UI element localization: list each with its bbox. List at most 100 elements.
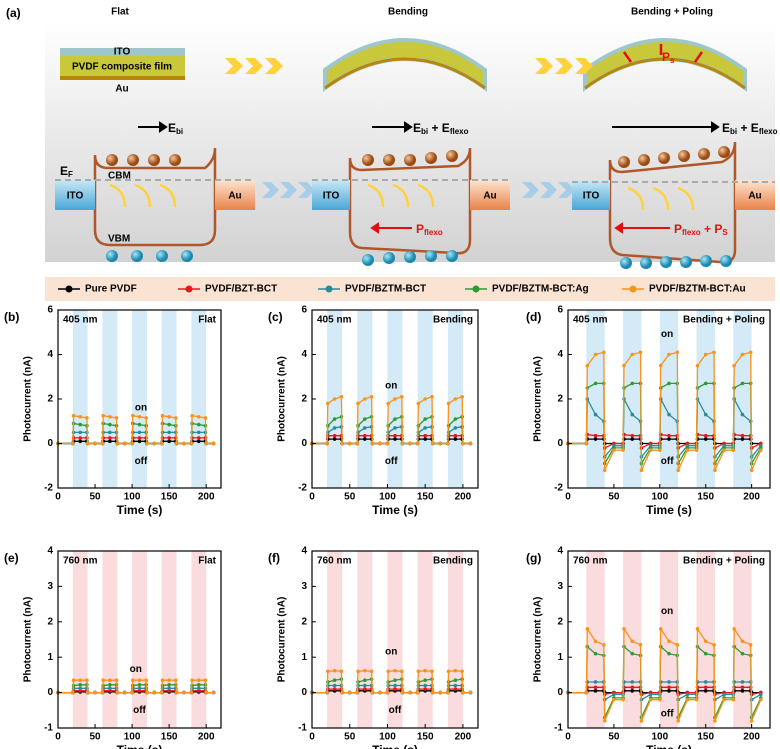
data-point xyxy=(748,643,753,647)
data-point xyxy=(638,350,643,355)
data-point xyxy=(446,441,450,446)
data-point xyxy=(667,433,671,438)
data-point xyxy=(630,352,635,357)
data-point xyxy=(93,690,97,695)
data-point xyxy=(593,437,598,441)
electrode-label: Au xyxy=(483,191,496,202)
data-point xyxy=(584,441,589,446)
data-point xyxy=(78,436,83,440)
data-point xyxy=(393,417,397,421)
data-point xyxy=(630,639,635,644)
data-point xyxy=(630,433,635,438)
data-point xyxy=(137,422,142,427)
data-point xyxy=(430,669,434,674)
data-point xyxy=(160,413,165,418)
ito-block xyxy=(572,180,610,210)
data-point xyxy=(339,669,344,674)
on-label: on xyxy=(661,329,673,340)
data-point xyxy=(363,433,367,438)
data-point xyxy=(621,448,625,452)
data-point xyxy=(416,669,421,674)
field-label-main: E xyxy=(413,121,421,135)
y-tick-label: 6 xyxy=(47,305,53,316)
y-tick-label: 1 xyxy=(301,652,307,663)
data-point xyxy=(453,417,458,421)
electrode-label: ITO xyxy=(323,191,340,202)
light-on-band xyxy=(696,310,715,488)
pvdf-layer xyxy=(60,56,185,76)
on-label: on xyxy=(385,647,397,658)
data-point xyxy=(667,685,671,690)
data-point xyxy=(78,415,83,419)
data-point xyxy=(446,669,451,674)
polarization-label-sub: flexo xyxy=(424,228,443,237)
data-point xyxy=(415,690,420,695)
data-point xyxy=(363,426,367,430)
light-on-band xyxy=(659,310,679,488)
data-point xyxy=(130,690,134,695)
y-tick-label: 3 xyxy=(47,581,53,592)
data-point xyxy=(325,690,329,695)
on-label: on xyxy=(385,380,397,391)
x-axis-label: Time (s) xyxy=(646,743,692,749)
data-point xyxy=(713,468,717,473)
x-tick-label: 0 xyxy=(565,732,571,743)
data-point xyxy=(355,690,360,695)
data-point xyxy=(108,678,112,683)
data-point xyxy=(453,683,458,688)
x-tick-label: 50 xyxy=(608,732,620,743)
data-point xyxy=(393,668,397,673)
data-point xyxy=(630,689,635,693)
panel-label: (d) xyxy=(526,310,541,324)
data-point xyxy=(363,687,367,691)
data-point xyxy=(712,350,716,355)
data-point xyxy=(630,651,635,656)
data-point xyxy=(100,441,105,446)
data-point xyxy=(167,689,171,693)
data-point xyxy=(612,448,616,452)
data-point xyxy=(731,697,736,702)
data-point xyxy=(356,669,360,674)
data-point xyxy=(101,678,105,683)
data-point xyxy=(332,668,337,673)
electrons xyxy=(106,146,730,168)
field-label-main: + E xyxy=(777,121,780,135)
data-point xyxy=(461,441,465,446)
plot-frame xyxy=(567,550,771,729)
legend-marker xyxy=(185,285,193,293)
data-point xyxy=(152,441,157,446)
light-on-band xyxy=(387,551,403,728)
y-tick-label: -2 xyxy=(554,483,563,494)
data-point xyxy=(740,689,745,693)
data-point xyxy=(369,394,374,399)
y-tick-label: 1 xyxy=(47,652,53,663)
y-tick-label: -1 xyxy=(44,723,53,734)
data-point xyxy=(658,363,663,368)
au-block xyxy=(470,180,510,210)
y-tick-label: 0 xyxy=(301,438,307,449)
x-tick-label: 200 xyxy=(198,732,215,743)
data-point xyxy=(740,381,745,386)
data-point xyxy=(453,433,458,438)
data-point xyxy=(108,683,112,687)
light-on-band xyxy=(191,310,207,488)
data-point xyxy=(108,436,112,440)
data-point xyxy=(759,448,763,452)
data-point xyxy=(667,689,671,693)
y-axis-label: Photocurrent (nA) xyxy=(277,356,288,442)
data-point xyxy=(137,439,142,444)
data-point xyxy=(423,668,427,673)
off-label: off xyxy=(389,705,402,716)
data-point xyxy=(370,690,375,695)
data-point xyxy=(667,680,671,684)
data-point xyxy=(400,441,405,446)
data-point xyxy=(100,690,105,695)
data-point xyxy=(131,678,135,683)
data-point xyxy=(71,413,76,418)
data-point xyxy=(685,697,690,702)
wavelength: 760 nm xyxy=(573,556,608,567)
data-point xyxy=(639,719,644,723)
panel-label: (e) xyxy=(4,551,19,565)
y-tick-label: 0 xyxy=(557,687,563,698)
legend-marker xyxy=(629,285,637,293)
